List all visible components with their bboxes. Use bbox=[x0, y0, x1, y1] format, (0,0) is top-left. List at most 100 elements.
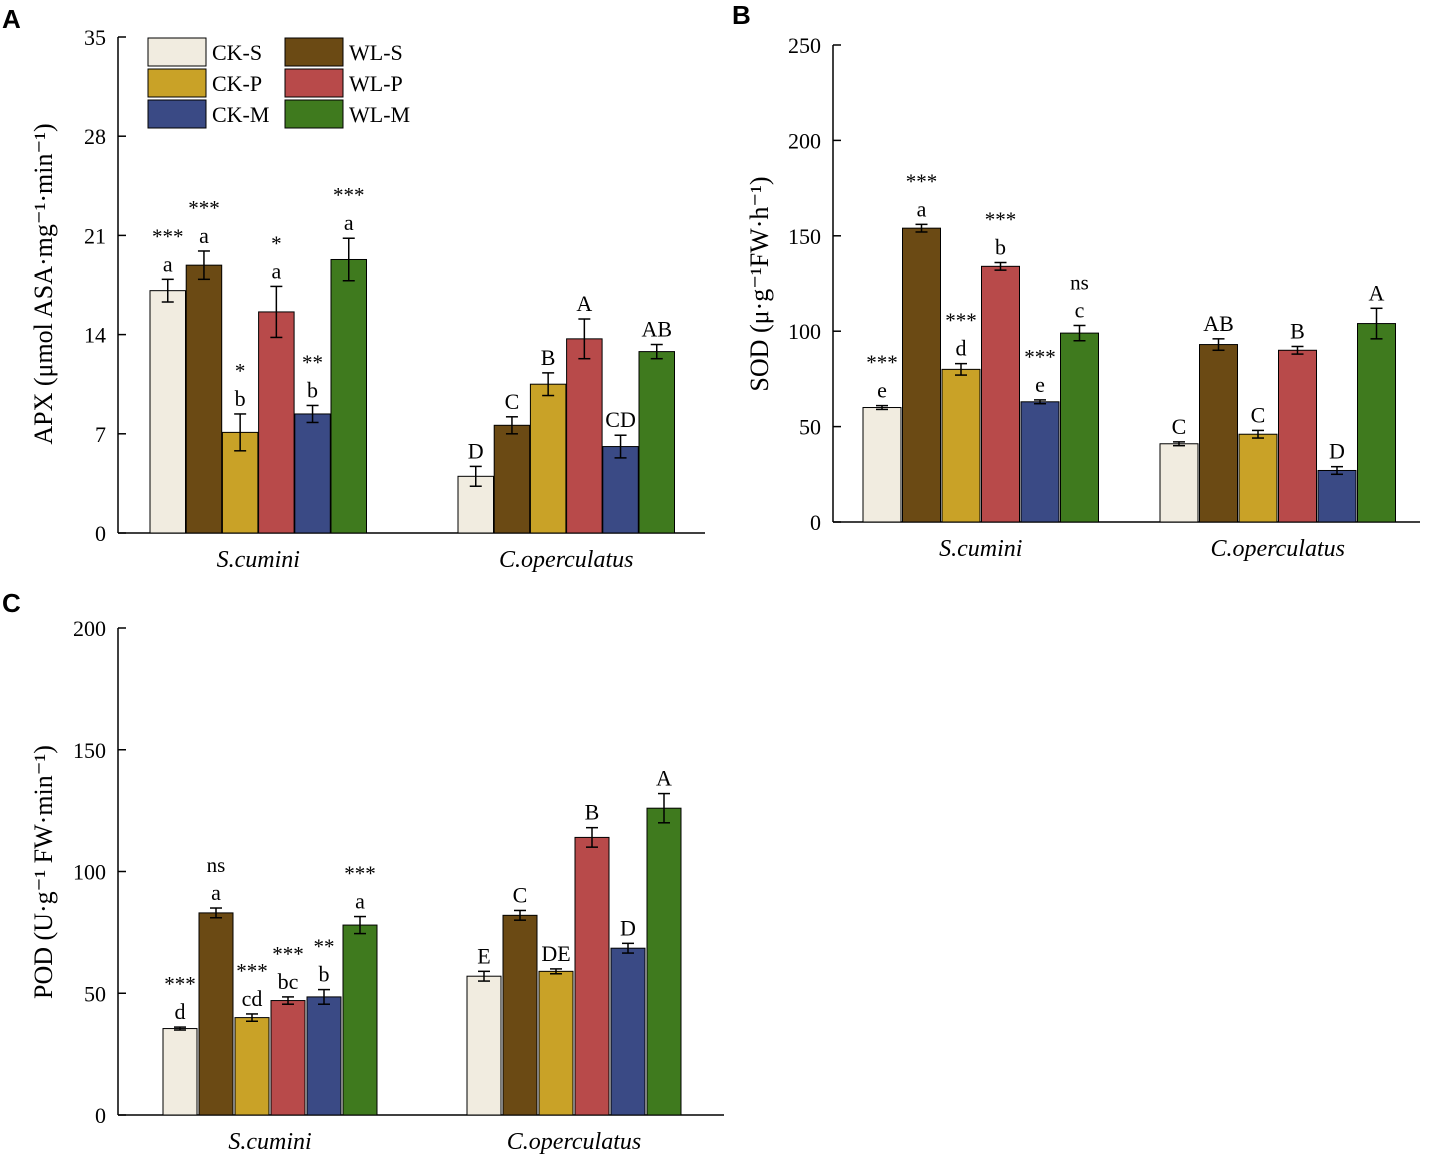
significance-letter: E bbox=[477, 943, 490, 968]
bar bbox=[493, 424, 531, 534]
panel-a-label: A bbox=[2, 4, 21, 34]
significance-letter: D bbox=[468, 438, 484, 463]
significance-stars: *** bbox=[1024, 345, 1056, 369]
legend-label-wl-p: WL-P bbox=[349, 71, 403, 96]
significance-letter: a bbox=[917, 196, 927, 221]
significance-letter: d bbox=[956, 336, 967, 361]
significance-letter: C bbox=[505, 389, 520, 414]
significance-stars: *** bbox=[906, 169, 938, 193]
legend-label-wl-m: WL-M bbox=[349, 102, 410, 127]
legend: CK-S CK-P CK-M WL-S WL-P WL-M bbox=[147, 37, 410, 129]
bar bbox=[1060, 332, 1099, 523]
significance-stars: * bbox=[235, 359, 246, 383]
bar bbox=[466, 975, 502, 1116]
significance-letter: a bbox=[355, 889, 365, 914]
panel-b-plot: 0 50 100 150 200 250 e *** a *** d *** b *** e *** c ns S.… bbox=[788, 33, 1420, 562]
panel-c-plot: 0 50 100 150 200 d *** a ns cd *** bc *** b ** a *** S.cu… bbox=[73, 616, 724, 1155]
y-tick-label: 50 bbox=[799, 415, 821, 440]
significance-letter: d bbox=[175, 999, 186, 1024]
category-label: C.operculatus bbox=[499, 547, 633, 573]
category-label: S.cumini bbox=[939, 536, 1022, 562]
significance-letter: a bbox=[211, 880, 221, 905]
significance-stars: ** bbox=[302, 350, 323, 374]
significance-letter: A bbox=[656, 766, 672, 791]
bar bbox=[902, 227, 941, 523]
y-tick-label: 14 bbox=[84, 323, 106, 348]
category-label: C.operculatus bbox=[507, 1129, 641, 1155]
category-label: C.operculatus bbox=[1211, 536, 1345, 562]
significance-stars: ns bbox=[1070, 270, 1089, 294]
panel-b-label: B bbox=[732, 0, 751, 30]
bar bbox=[538, 970, 574, 1116]
significance-letter: B bbox=[541, 345, 556, 370]
bar bbox=[198, 912, 234, 1116]
y-tick-label: 0 bbox=[95, 521, 106, 546]
significance-letter: A bbox=[576, 291, 592, 316]
legend-label-ck-p: CK-P bbox=[212, 71, 262, 96]
y-tick-label: 50 bbox=[84, 981, 106, 1006]
legend-swatch-wl-p bbox=[284, 68, 344, 98]
bar bbox=[941, 368, 981, 523]
significance-stars: * bbox=[271, 231, 282, 255]
bar bbox=[566, 338, 603, 534]
significance-letter: a bbox=[163, 251, 173, 276]
significance-letter: b bbox=[307, 377, 318, 402]
panel-c: C 0 50 100 150 200 d *** a ns cd *** bc *** b ** a *** S.… bbox=[2, 588, 724, 1155]
y-tick-label: 28 bbox=[84, 124, 106, 149]
y-tick-label: 100 bbox=[788, 319, 821, 344]
panel-c-label: C bbox=[2, 588, 21, 618]
significance-letter: C bbox=[1172, 414, 1187, 439]
panel-a-ylabel: APX (μmol ASA·mg⁻¹·min⁻¹) bbox=[29, 123, 58, 444]
bar bbox=[330, 258, 367, 534]
significance-stars: ** bbox=[314, 935, 335, 959]
significance-letter: a bbox=[199, 223, 209, 248]
bar bbox=[610, 947, 646, 1116]
significance-stars: *** bbox=[164, 972, 196, 996]
significance-letter: C bbox=[513, 882, 528, 907]
significance-letter: CD bbox=[605, 407, 636, 432]
significance-letter: D bbox=[1329, 439, 1345, 464]
significance-letter: b bbox=[235, 386, 246, 411]
significance-letter: A bbox=[1369, 280, 1385, 305]
significance-letter: b bbox=[319, 962, 330, 987]
bar bbox=[1278, 349, 1317, 523]
significance-letter: D bbox=[620, 915, 636, 940]
y-tick-label: 200 bbox=[788, 128, 821, 153]
significance-letter: a bbox=[271, 258, 281, 283]
bar bbox=[234, 1017, 270, 1116]
significance-stars: *** bbox=[344, 862, 376, 886]
significance-letter: AB bbox=[1203, 311, 1234, 336]
significance-letter: DE bbox=[541, 941, 570, 966]
bar bbox=[149, 290, 186, 534]
legend-swatch-wl-s bbox=[284, 37, 344, 67]
bar bbox=[270, 1000, 306, 1116]
significance-letter: cd bbox=[242, 986, 263, 1011]
y-tick-label: 150 bbox=[788, 224, 821, 249]
significance-stars: *** bbox=[985, 208, 1017, 232]
significance-stars: *** bbox=[272, 942, 304, 966]
significance-stars: *** bbox=[945, 309, 977, 333]
significance-stars: ns bbox=[207, 853, 226, 877]
y-tick-label: 21 bbox=[84, 223, 106, 248]
significance-letter: bc bbox=[278, 969, 299, 994]
bar bbox=[294, 413, 331, 534]
y-tick-label: 100 bbox=[73, 860, 106, 885]
significance-letter: B bbox=[1290, 318, 1305, 343]
significance-stars: *** bbox=[333, 183, 365, 207]
bar bbox=[602, 446, 639, 534]
bar bbox=[1317, 469, 1357, 523]
category-label: S.cumini bbox=[217, 547, 300, 573]
significance-stars: *** bbox=[188, 196, 220, 220]
legend-swatch-ck-p bbox=[147, 68, 207, 98]
y-tick-label: 250 bbox=[788, 33, 821, 58]
legend-swatch-wl-m bbox=[284, 99, 344, 129]
bar bbox=[1357, 323, 1396, 523]
panel-c-ylabel: POD (U·g⁻¹ FW·min⁻¹) bbox=[29, 745, 58, 999]
significance-letter: AB bbox=[641, 317, 672, 342]
y-tick-label: 35 bbox=[84, 25, 106, 50]
legend-label-wl-s: WL-S bbox=[349, 40, 403, 65]
bar bbox=[1020, 401, 1060, 523]
bar bbox=[1238, 433, 1278, 523]
bar bbox=[342, 924, 378, 1116]
